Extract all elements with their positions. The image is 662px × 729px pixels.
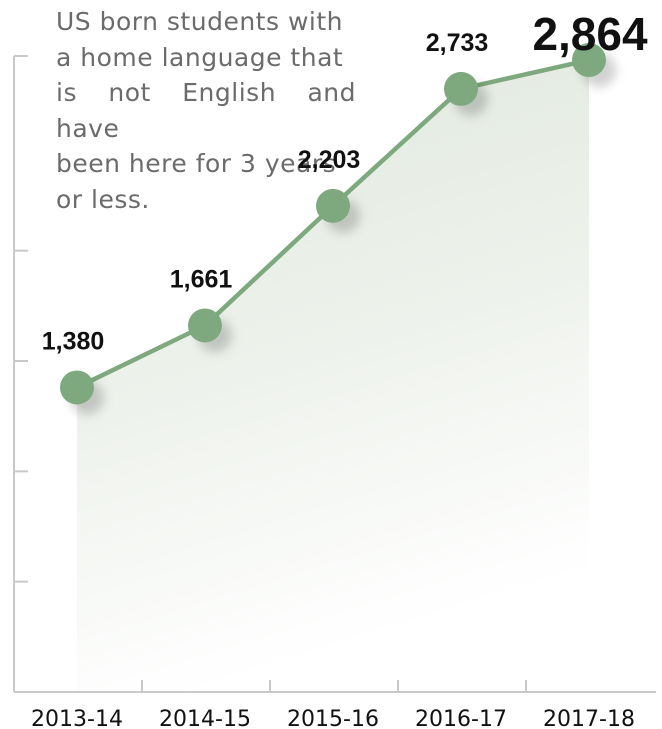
data-label: 1,380: [42, 327, 105, 355]
x-tick-label: 2015-16: [287, 707, 379, 729]
description-line: or less.: [56, 184, 150, 214]
x-tick-label: 2014-15: [159, 707, 251, 729]
data-point: [316, 188, 350, 223]
data-label: 2,203: [298, 146, 361, 174]
data-label: 2,864: [532, 8, 648, 60]
x-tick-label: 2013-14: [31, 707, 123, 729]
description-line: is not English and have: [56, 78, 356, 143]
data-point: [188, 308, 222, 343]
chart-description: US born students with a home language th…: [56, 4, 356, 217]
data-point: [572, 43, 606, 78]
description-line: US born students with: [56, 7, 343, 36]
description-line: been here for 3 years: [56, 149, 337, 178]
description-line: a home language that: [56, 42, 344, 72]
x-tick-label: 2016-17: [415, 707, 507, 729]
data-point: [444, 71, 478, 106]
area-fill: [77, 60, 589, 692]
data-point: [60, 370, 94, 405]
data-label: 1,661: [170, 265, 233, 293]
x-tick-label: 2017-18: [543, 707, 635, 729]
data-label: 2,733: [426, 29, 489, 57]
